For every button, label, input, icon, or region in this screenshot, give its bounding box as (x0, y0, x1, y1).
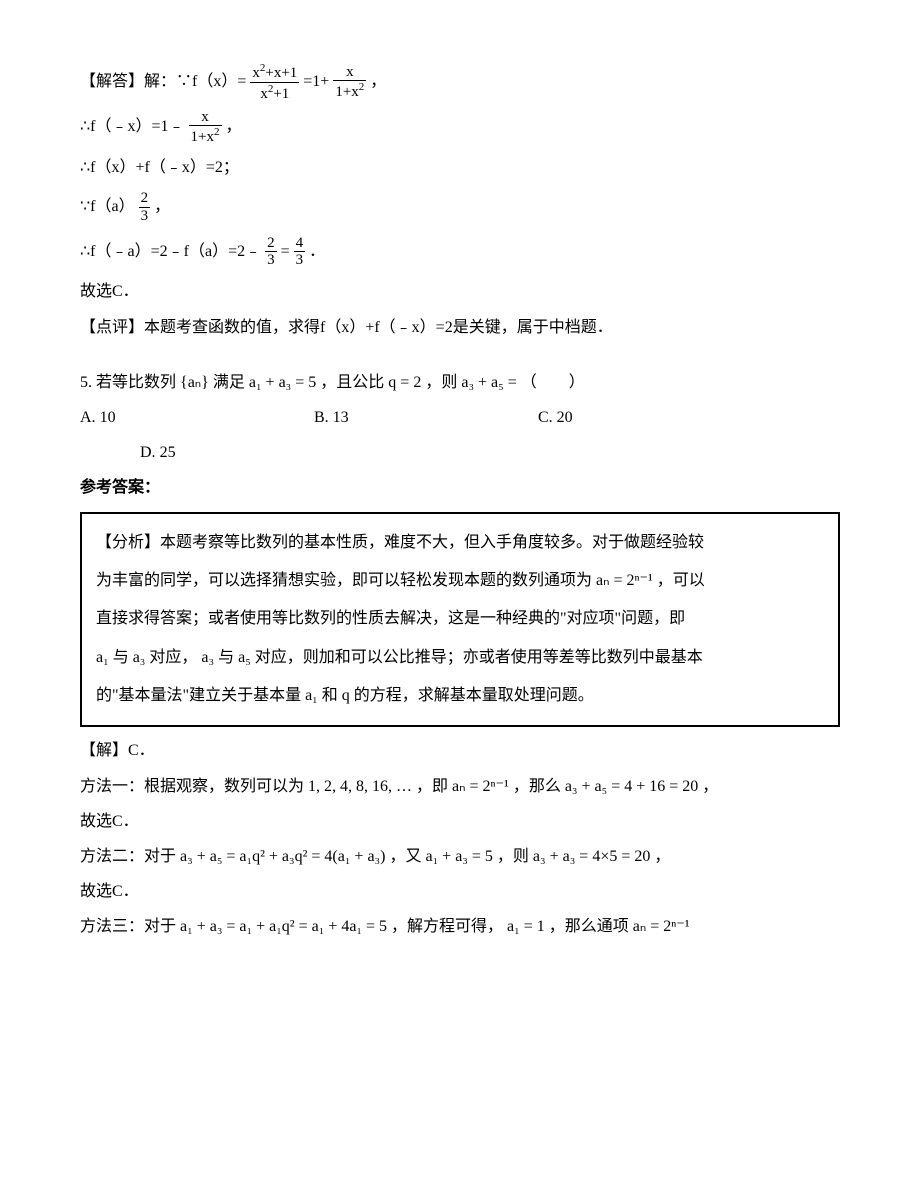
text: 满足 (213, 374, 245, 391)
formula: a₁ (305, 687, 318, 704)
formula: a₃ (201, 649, 214, 666)
option-a: A. 10 (80, 400, 310, 435)
formula: q (342, 687, 350, 704)
formula: a₅ (238, 649, 251, 666)
fraction: 4 3 (294, 235, 306, 269)
text: ∵f（a） (80, 198, 135, 215)
text: = (281, 243, 290, 260)
formula: a₃ (133, 649, 146, 666)
text: ∴f（﹣a）=2﹣f（a）=2﹣ (80, 243, 261, 260)
method-1-conclusion: 故选C． (80, 804, 840, 839)
formula: aₙ = 2ⁿ⁻¹ (596, 572, 653, 589)
formula: a₃ + a₅ = 4 + 16 = 20 (565, 778, 698, 795)
formula: aₙ = 2ⁿ⁻¹ (452, 778, 509, 795)
text: ，且公比 (320, 374, 384, 391)
method-3: 方法三：对于 a₁ + a₃ = a₁ + a₁q² = a₁ + 4a₁ = … (80, 909, 840, 944)
option-d: D. 25 (80, 435, 840, 470)
formula: a₁ + a₃ = a₁ + a₁q² = a₁ + 4a₁ = 5 (180, 918, 387, 935)
method-2: 方法二：对于 a₃ + a₅ = a₁q² + a₃q² = 4(a₁ + a₃… (80, 839, 840, 874)
formula: a₁ = 1 (507, 918, 545, 935)
formula: a₁ + a₃ = 5 (249, 374, 316, 391)
text: 【解答】解：∵f（x）= (80, 73, 250, 90)
text: ，则 (425, 374, 457, 391)
text: ∴f（﹣x）=1﹣ (80, 118, 185, 135)
fraction: 2 3 (265, 235, 277, 269)
formula: {aₙ} (180, 374, 209, 391)
formula: a₃ + a₃ = 4×5 = 20 (533, 848, 650, 865)
text: ， (226, 118, 242, 135)
text: ， (370, 73, 386, 90)
formula: a₁ (96, 649, 109, 666)
formula: 1, 2, 4, 8, 16, … (308, 778, 412, 795)
text: ， (154, 198, 170, 215)
analysis-line: 的"基本量法"建立关于基本量 a₁ 和 q 的方程，求解基本量取处理问题。 (96, 677, 824, 715)
solution-line-6: 故选C． (80, 274, 840, 309)
text: ． (309, 243, 325, 260)
option-b: B. 13 (314, 400, 534, 435)
solution-marker: 【解】C． (80, 733, 840, 768)
question-5-stem: 5. 若等比数列 {aₙ} 满足 a₁ + a₃ = 5 ，且公比 q = 2 … (80, 365, 840, 400)
fraction: x 1+x2 (189, 109, 222, 146)
formula: a₁ + a₃ = 5 (425, 848, 492, 865)
solution-line-4: ∵f（a） 2 3 ， (80, 185, 840, 230)
option-c: C. 20 (538, 400, 573, 435)
analysis-line: 为丰富的同学，可以选择猜想实验，即可以轻松发现本题的数列通项为 aₙ = 2ⁿ⁻… (96, 562, 824, 600)
solution-comment: 【点评】本题考查函数的值，求得f（x）+f（﹣x）=2是关键，属于中档题． (80, 310, 840, 345)
formula: aₙ = 2ⁿ⁻¹ (633, 918, 690, 935)
solution-line-5: ∴f（﹣a）=2﹣f（a）=2﹣ 2 3 = 4 3 ． (80, 230, 840, 275)
formula: a₃ + a₅ = a₁q² + a₃q² = 4(a₁ + a₃) (180, 848, 385, 865)
formula: q = 2 (388, 374, 421, 391)
formula: a₃ + a₅ = (461, 374, 520, 391)
answer-heading: 参考答案： (80, 470, 840, 505)
analysis-line: a₁ 与 a₃ 对应， a₃ 与 a₅ 对应，则加和可以公比推导；亦或者使用等差… (96, 639, 824, 677)
text: =1+ (303, 73, 329, 90)
fraction: 2 3 (139, 190, 151, 224)
fraction: x2+x+1 x2+1 (250, 62, 299, 102)
spacer (80, 345, 840, 365)
analysis-line: 【分析】本题考察等比数列的基本性质，难度不大，但入手角度较多。对于做题经验较 (96, 524, 824, 562)
question-5-options-row: A. 10 B. 13 C. 20 (80, 400, 840, 435)
solution-line-3: ∴f（x）+f（﹣x）=2； (80, 150, 840, 185)
solution-line-1: 【解答】解：∵f（x）= x2+x+1 x2+1 =1+ x 1+x2 ， (80, 60, 840, 105)
analysis-line: 直接求得答案；或者使用等比数列的性质去解决，这是一种经典的"对应项"问题，即 (96, 600, 824, 638)
method-1: 方法一：根据观察，数列可以为 1, 2, 4, 8, 16, … ，即 aₙ =… (80, 769, 840, 804)
solution-line-2: ∴f（﹣x）=1﹣ x 1+x2 ， (80, 105, 840, 150)
method-2-conclusion: 故选C． (80, 874, 840, 909)
fraction: x 1+x2 (333, 64, 366, 101)
analysis-box: 【分析】本题考察等比数列的基本性质，难度不大，但入手角度较多。对于做题经验较 为… (80, 512, 840, 728)
text: （ ） (521, 374, 585, 391)
text: 5. 若等比数列 (80, 374, 176, 391)
